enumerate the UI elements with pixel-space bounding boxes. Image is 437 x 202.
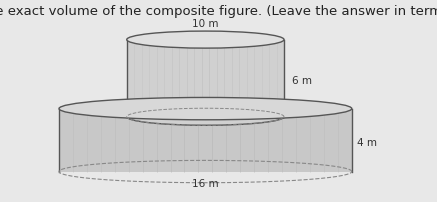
Text: 10 m: 10 m <box>192 19 218 29</box>
Text: 16 m: 16 m <box>192 178 218 188</box>
Text: Find the exact volume of the composite figure. (Leave the answer in terms of π.): Find the exact volume of the composite f… <box>0 5 437 18</box>
Polygon shape <box>59 109 352 172</box>
Ellipse shape <box>127 109 284 126</box>
Ellipse shape <box>59 98 352 120</box>
Text: 6 m: 6 m <box>292 76 312 86</box>
Ellipse shape <box>127 32 284 49</box>
Text: 4 m: 4 m <box>357 137 378 147</box>
Polygon shape <box>127 40 284 117</box>
